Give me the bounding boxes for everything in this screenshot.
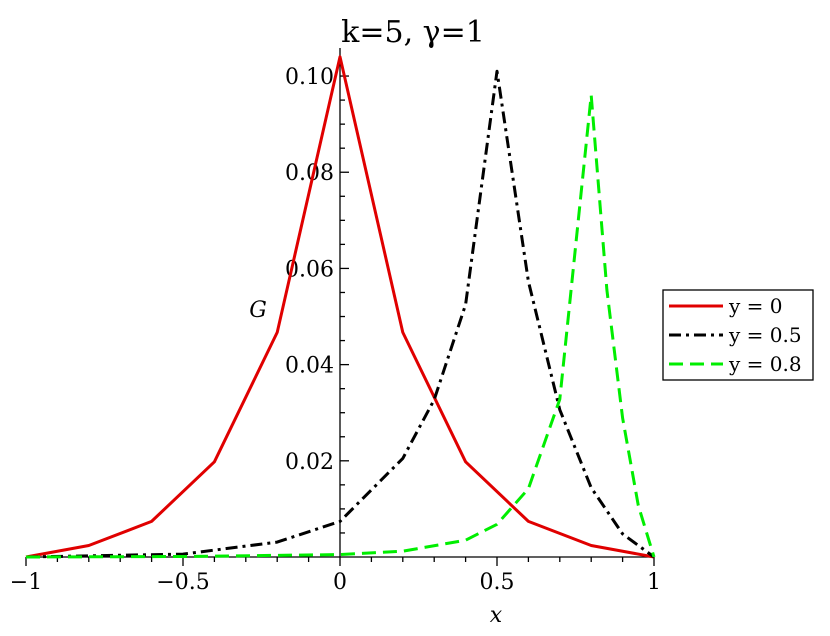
x-tick-label: 1	[647, 570, 661, 595]
x-tick-label: 0	[333, 570, 347, 595]
y-tick-label: 0.02	[285, 450, 334, 475]
chart-title: k=5, γ=1	[341, 15, 485, 50]
legend-label: y = 0.8	[728, 352, 802, 376]
y-tick-label: 0.10	[285, 65, 334, 90]
y-axis-label: G	[249, 298, 267, 323]
series-line-2	[25, 93, 656, 559]
x-tick-label: 0.5	[480, 570, 515, 595]
x-axis-label: x	[490, 603, 503, 628]
x-tick-label: −1	[10, 570, 42, 595]
y-tick-label: 0.08	[285, 161, 334, 186]
legend: y = 0 y = 0.5 y = 0.8	[662, 289, 814, 381]
legend-label: y = 0.5	[728, 323, 802, 347]
x-tick-label: −0.5	[156, 570, 209, 595]
y-tick-label: 0.04	[285, 354, 334, 379]
series-line-1	[25, 69, 655, 559]
series-line-0	[25, 55, 655, 559]
legend-label: y = 0	[728, 294, 783, 318]
plot-area: −1 −0.5 0 0.5 10.020.040.060.080.10	[10, 48, 661, 595]
